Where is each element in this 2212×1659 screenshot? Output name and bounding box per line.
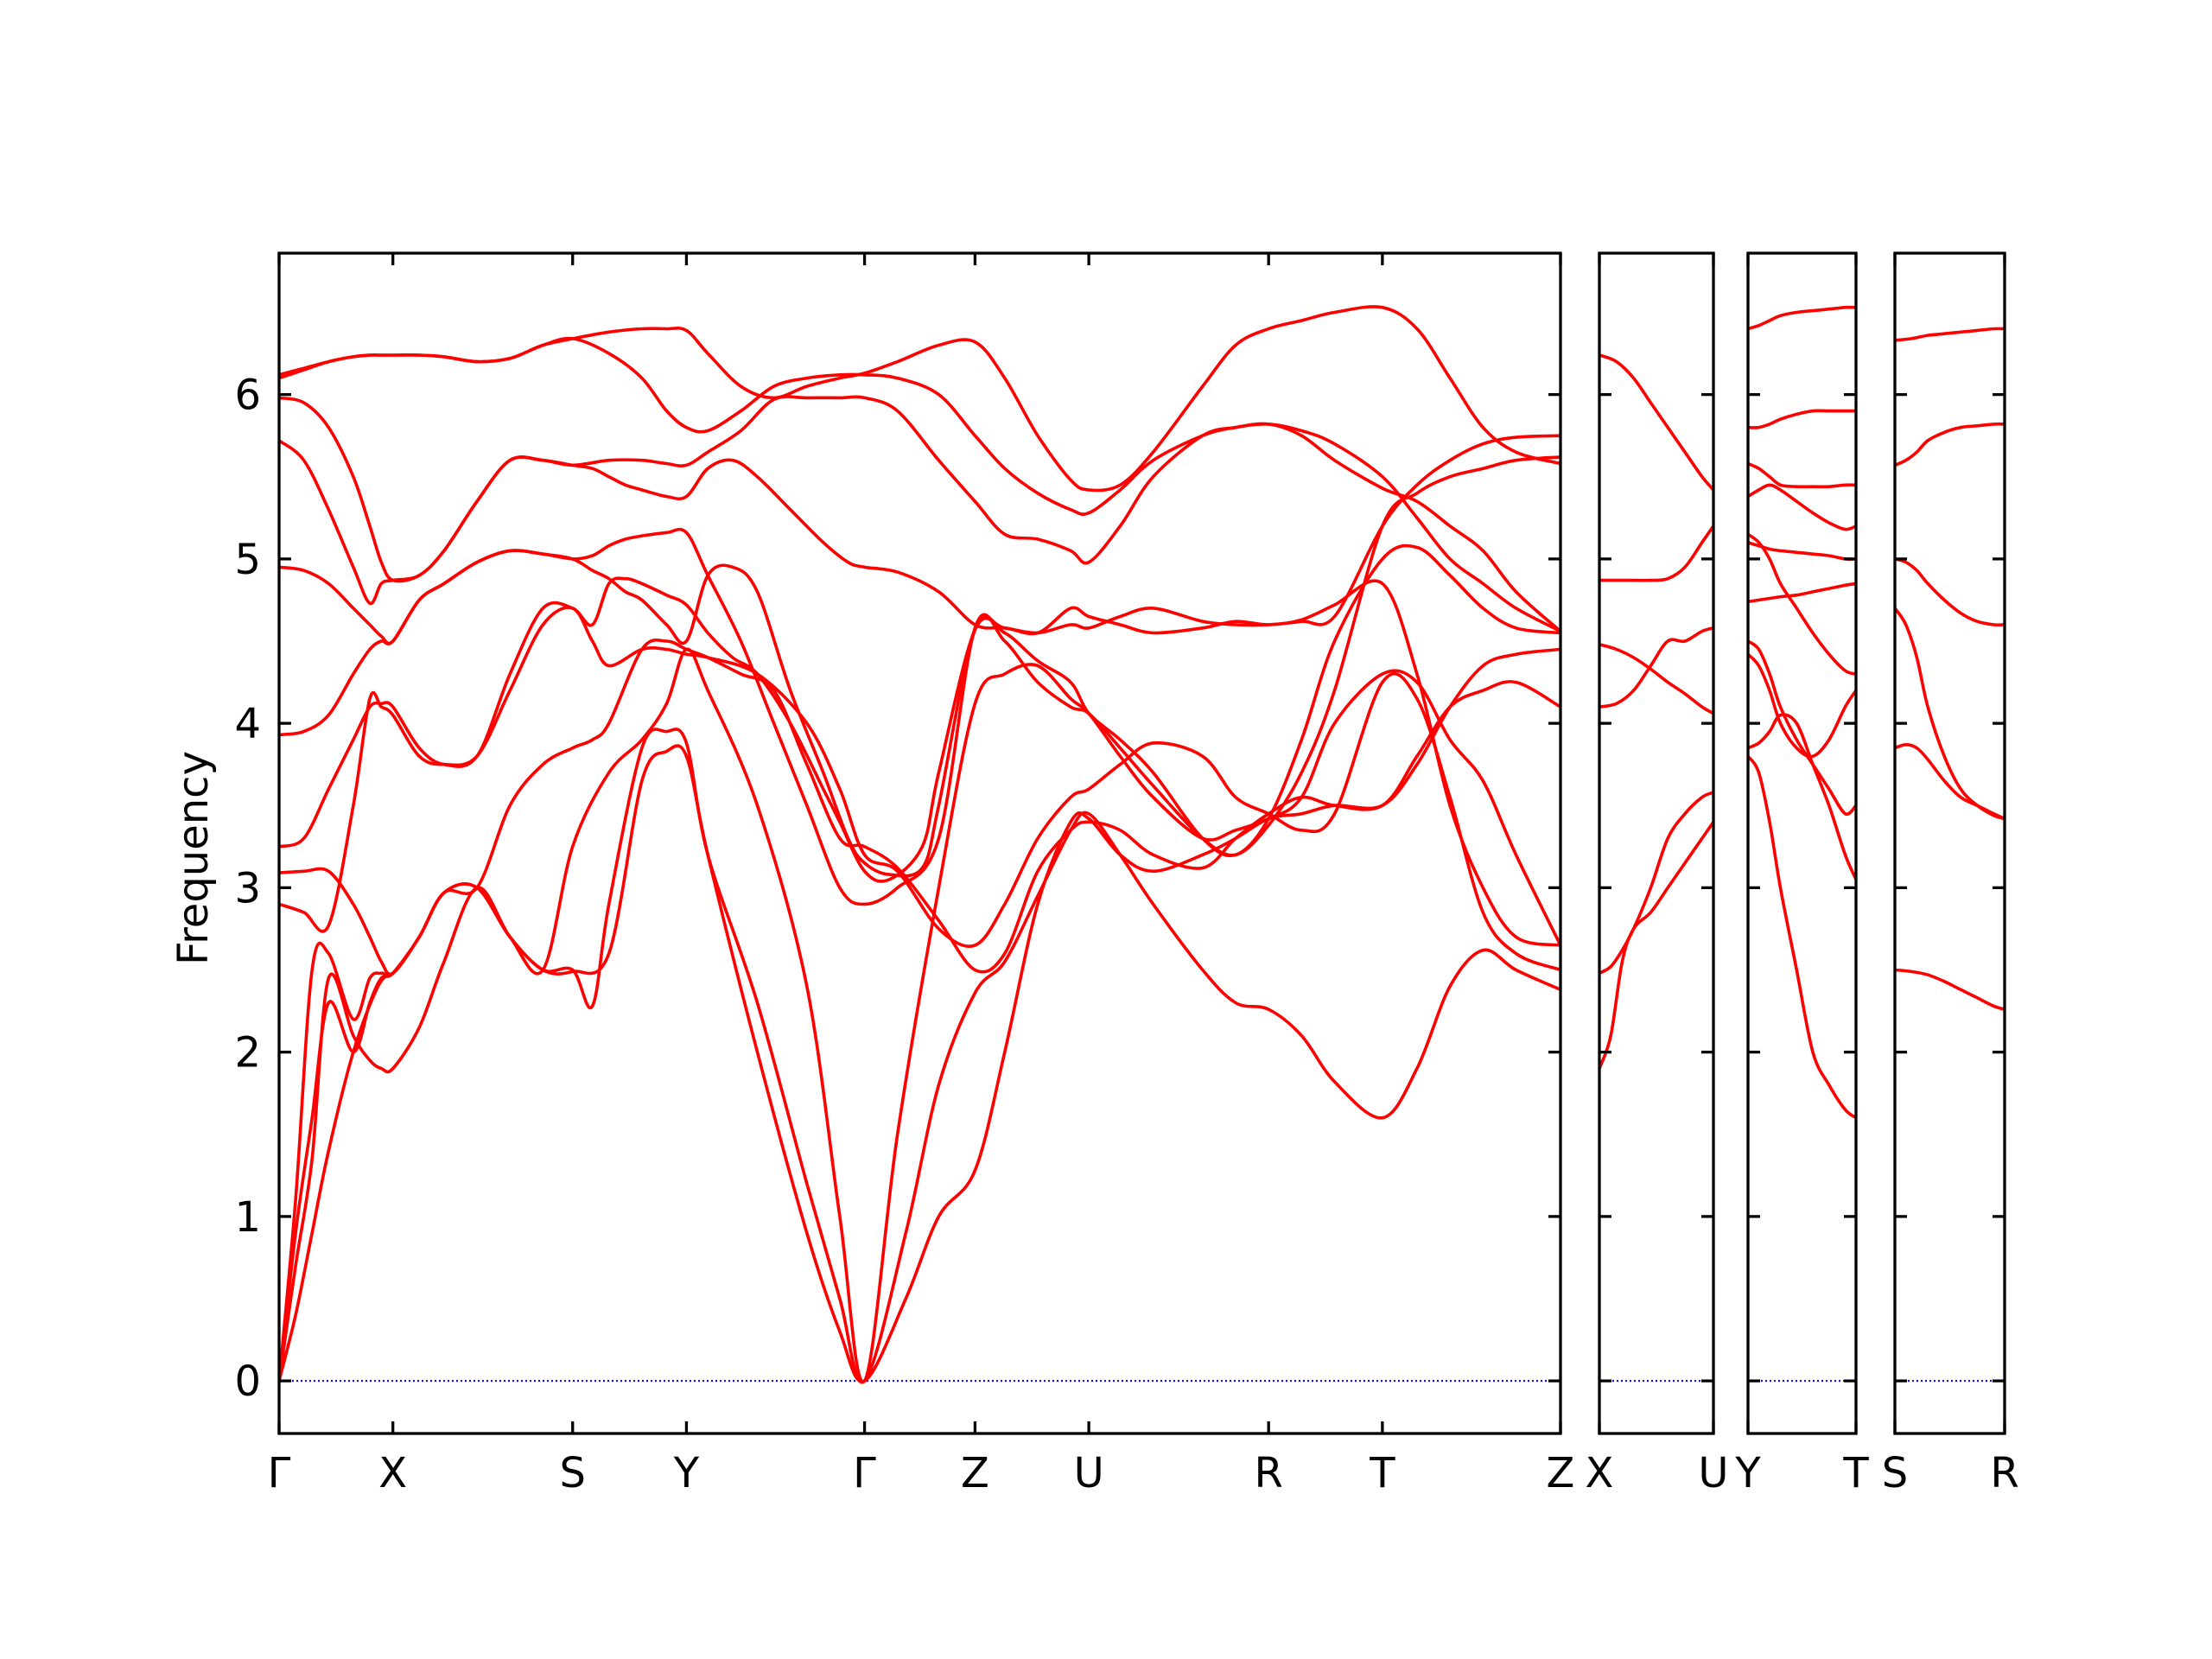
x-tick-label: S: [1882, 1449, 1908, 1497]
y-tick-labels: 0 1 2 3 4 5 6: [234, 372, 261, 1407]
y-tick-label: 2: [234, 1029, 261, 1077]
phonon-band-5: [1599, 524, 1713, 582]
phonon-band-4: [1748, 639, 1856, 817]
x-tick-label: Z: [1547, 1449, 1575, 1497]
phonon-band-2: [279, 728, 1560, 1384]
y-tick-label: 6: [234, 372, 261, 420]
phonon-band-6: [1748, 532, 1856, 676]
phonon-band-11: [279, 336, 1560, 633]
phonon-band-11: [1748, 305, 1856, 331]
y-tick-label: 4: [234, 700, 261, 748]
phonon-band-4: [1599, 643, 1713, 715]
phonon-band-1: [1895, 968, 2005, 1011]
y-axis-label: Frequency: [169, 751, 218, 965]
phonon-band-13: [279, 971, 395, 1382]
x-tick-label: Γ: [853, 1449, 876, 1497]
x-tick-label: Y: [1734, 1449, 1761, 1497]
y-tick-label: 0: [234, 1357, 261, 1406]
x-tick-label: U: [1698, 1449, 1728, 1497]
x-tick-label: T: [1369, 1449, 1395, 1497]
x-tick-label: U: [1074, 1449, 1104, 1497]
x-tick-label: R: [1990, 1449, 2018, 1497]
phonon-band-6: [1895, 327, 2005, 342]
y-tick-label: 1: [234, 1193, 261, 1242]
phonon-band-7: [1748, 541, 1856, 561]
phonon-band-10: [279, 395, 1560, 633]
phonon-band-6: [1599, 353, 1713, 492]
panel-frame: [1598, 251, 1715, 1435]
phonon-band-1: [279, 647, 1560, 1383]
x-tick-label: X: [1586, 1449, 1614, 1497]
phonon-band-4: [279, 606, 1560, 972]
phonon-band-5: [1895, 422, 2005, 467]
phonon-band-3: [1748, 652, 1856, 759]
panel-frame: [1893, 251, 2006, 1435]
x-tick-label: T: [1842, 1449, 1869, 1497]
phonon-band-5: [1748, 582, 1856, 604]
phonon-band-2: [1895, 743, 2005, 821]
phonon-band-2: [1599, 791, 1713, 976]
x-tick-label: R: [1254, 1449, 1282, 1497]
phonon-band-3: [1599, 626, 1713, 709]
phonon-band-1: [1748, 754, 1856, 1120]
phonon-band-2: [1748, 713, 1856, 881]
phonon-band-8: [1748, 483, 1856, 531]
phonon-band-3: [1895, 607, 2005, 821]
phonon-band-8: [279, 455, 1560, 906]
phonon-band-3: [279, 647, 1560, 1384]
phonon-band-1: [1599, 820, 1713, 1071]
x-tick-label: S: [560, 1449, 586, 1497]
x-tick-label: Γ: [268, 1449, 291, 1497]
phonon-band-5: [279, 638, 1560, 976]
y-tick-label: 3: [234, 864, 261, 912]
phonon-band-6: [279, 576, 1560, 947]
phonon-band-10: [1748, 409, 1856, 429]
phonon-band-9: [1748, 461, 1856, 489]
phonon-band-4: [1895, 557, 2005, 627]
x-tick-label: Y: [673, 1449, 700, 1497]
phonon-band-12: [279, 305, 1560, 493]
panel-frame: [1746, 251, 1858, 1435]
y-tick-label: 5: [234, 536, 261, 584]
panel-frame: [277, 251, 1562, 1435]
x-tick-label: Z: [961, 1449, 989, 1497]
x-tick-label: X: [378, 1449, 407, 1497]
